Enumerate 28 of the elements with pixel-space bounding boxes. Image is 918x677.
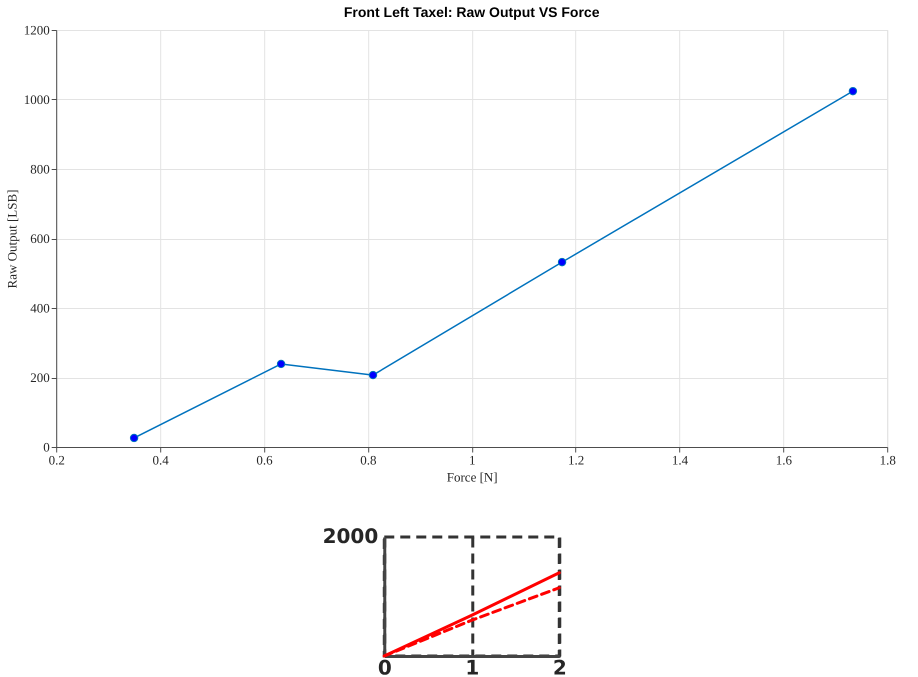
x-tick-label: 1.4 xyxy=(672,452,689,468)
x-axis-title: Force [N] xyxy=(446,470,498,484)
y-tick-label: 0 xyxy=(43,440,50,454)
x-tick-label: 0.2 xyxy=(48,452,65,468)
y-tick-label: 800 xyxy=(30,162,50,176)
x-tick-label: 0 xyxy=(378,656,392,677)
y-axis-title: Raw Output [LSB] xyxy=(4,190,20,288)
chart-title: Front Left Taxel: Raw Output VS Force xyxy=(344,4,600,20)
y-tick-label: 1200 xyxy=(24,22,50,38)
x-tick-label: 1.8 xyxy=(880,452,896,468)
point xyxy=(848,86,858,96)
y-tick-label: 200 xyxy=(30,370,50,385)
x-tick-label: 1 xyxy=(468,452,476,468)
x-tick-label: 1.2 xyxy=(568,452,584,468)
x-tick-label: 0.6 xyxy=(256,452,274,468)
x-tick-label: 0.4 xyxy=(152,452,170,468)
x-tick-label: 2 xyxy=(552,656,567,677)
point xyxy=(368,370,378,380)
point xyxy=(558,258,566,266)
x-tick-label: 0.8 xyxy=(360,452,376,468)
y-tick-label: 1000 xyxy=(24,92,50,107)
x-tick-label: 1.6 xyxy=(776,452,792,468)
x-tick-label: 1 xyxy=(465,656,480,677)
text: 2000 xyxy=(322,524,378,548)
y-tick-label: 600 xyxy=(30,231,50,246)
point xyxy=(130,434,138,442)
y-tick-label: 400 xyxy=(30,300,50,316)
point xyxy=(276,360,286,368)
